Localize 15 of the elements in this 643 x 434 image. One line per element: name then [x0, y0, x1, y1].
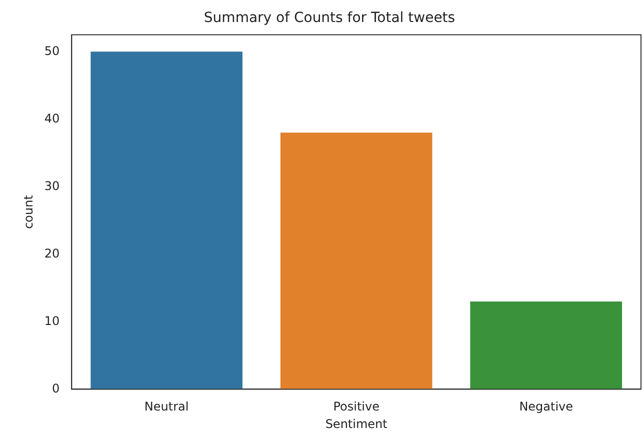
x-tick-label: Positive [333, 400, 380, 414]
chart-title: Summary of Counts for Total tweets [204, 10, 456, 26]
x-axis-title: Sentiment [325, 416, 388, 431]
y-tick-label: 30 [44, 178, 60, 193]
x-tick-label: Negative [519, 400, 574, 414]
y-tick-label: 0 [52, 381, 60, 396]
y-tick-label: 50 [44, 44, 60, 58]
bar [470, 301, 622, 390]
y-tick-label: 40 [44, 111, 60, 126]
y-tick-label: 10 [44, 314, 60, 328]
x-tick-label: Neutral [144, 400, 189, 414]
y-tick-label: 20 [44, 246, 60, 260]
y-axis-title: count [21, 194, 36, 229]
bar [280, 132, 432, 390]
bar [90, 52, 242, 390]
